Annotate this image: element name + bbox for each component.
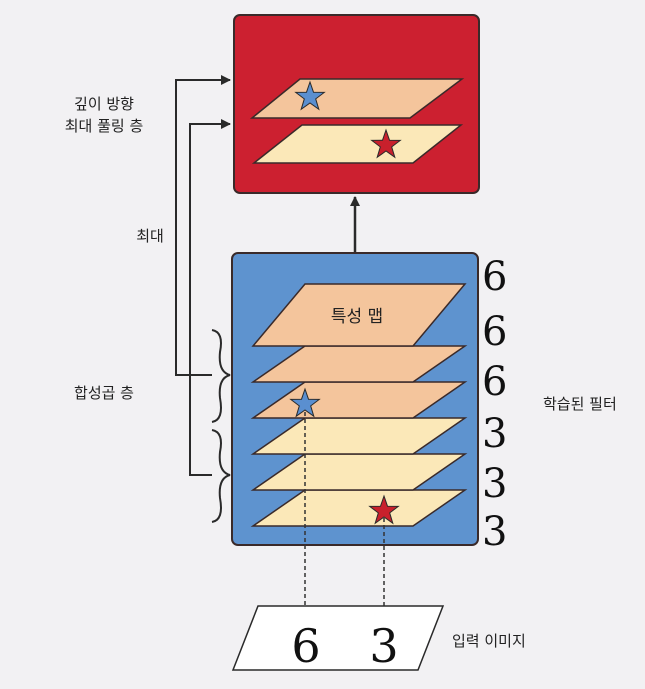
conv-layer-label: 합성곱 층 <box>74 384 134 402</box>
max-label: 최대 <box>136 227 164 245</box>
star-icon <box>294 80 326 111</box>
pooled-map-front <box>249 78 465 119</box>
depth-pool-label-line1: 깊이 방향 <box>74 95 134 113</box>
input-digit-6: 6 <box>291 619 320 673</box>
star-icon <box>368 494 400 525</box>
depth-pool-label-line2: 최대 풀링 층 <box>65 117 144 135</box>
learned-filter-digits: 6 6 6 3 3 3 <box>482 254 507 555</box>
brace-lower <box>211 429 231 523</box>
filter-digit: 3 <box>482 411 507 457</box>
max-connector-outer <box>175 75 231 376</box>
star-icon <box>289 387 321 418</box>
feature-map-peach-1 <box>251 283 467 347</box>
star-icon <box>370 128 402 159</box>
brace-upper <box>211 329 231 423</box>
input-image-plane <box>231 605 445 671</box>
filter-digit: 6 <box>482 359 507 405</box>
feature-map-label: 특성 맵 <box>331 307 383 327</box>
max-connector-inner <box>189 119 231 476</box>
filter-digit: 3 <box>482 461 507 507</box>
pooled-map-back <box>251 124 464 164</box>
input-image-label: 입력 이미지 <box>452 632 526 650</box>
learned-filters-label: 학습된 필터 <box>543 395 617 413</box>
filter-digit: 3 <box>482 509 507 555</box>
filter-digit: 6 <box>482 309 507 355</box>
input-digit-3: 3 <box>369 619 398 673</box>
filter-digit: 6 <box>482 254 507 300</box>
